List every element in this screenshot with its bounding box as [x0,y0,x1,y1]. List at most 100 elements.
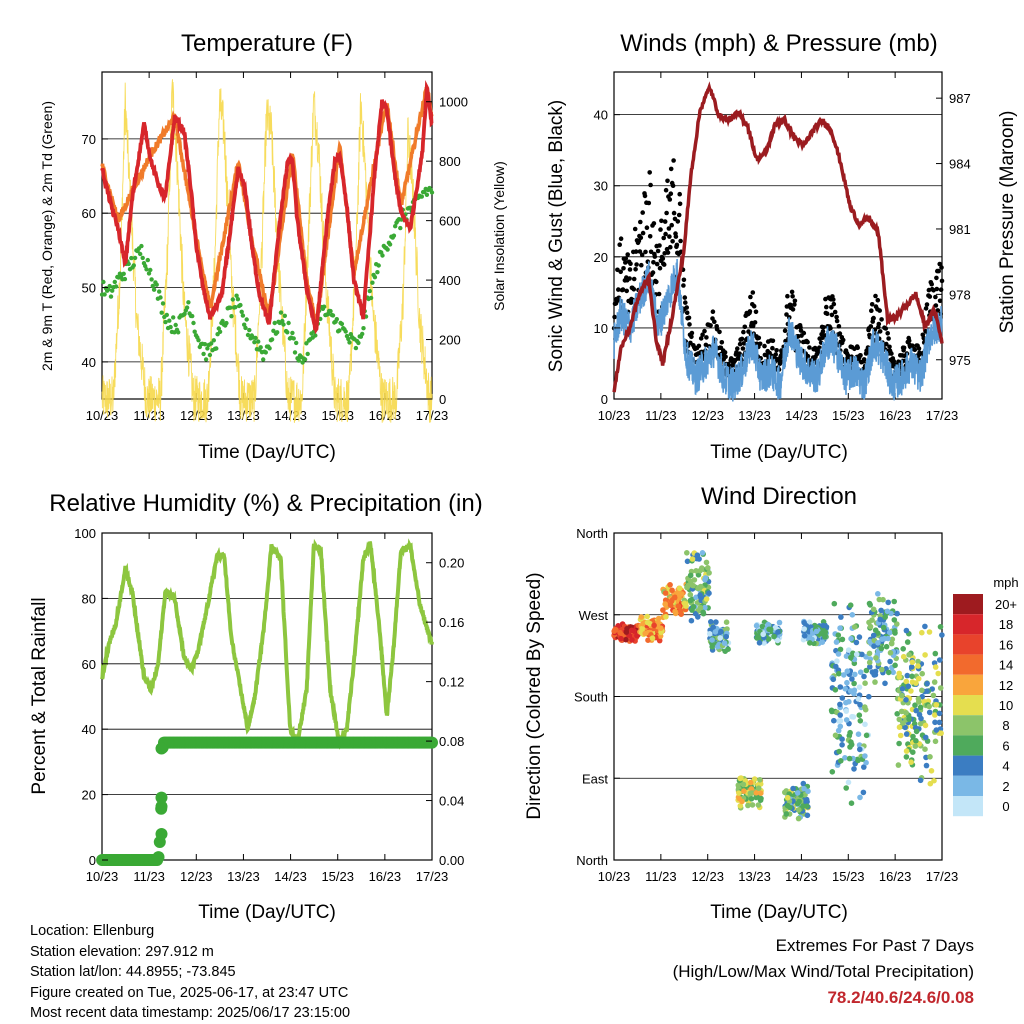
direction-point [862,706,869,713]
dewpoint-point [339,321,345,327]
gust-point [924,302,930,307]
direction-point [926,709,933,716]
gust-point [633,267,638,272]
gust-point [664,210,669,216]
direction-point [886,629,893,636]
gust-point [939,265,944,270]
direction-point [690,604,697,610]
direction-point [849,676,855,682]
direction-point [863,667,870,674]
dewpoint-point [184,305,190,310]
dewpoint-point [126,261,131,267]
gust-point [665,250,671,255]
direction-point [784,802,791,809]
dewpoint-point [234,293,239,298]
direction-point [913,680,919,686]
gust-point [617,242,622,247]
dewpoint-point [132,255,138,261]
dewpoint-point [252,340,257,345]
direction-point [736,790,742,796]
direction-point [935,670,941,677]
dewpoint-point [353,345,359,351]
gust-point [939,278,945,284]
rainfall-point [155,742,168,755]
direction-point [913,707,919,714]
direction-point [856,684,863,690]
direction-point [801,633,808,639]
winds-plot-area: 10/23 11/23 12/23 13/23 14/23 15/23 16/23 17/23… [594,71,971,423]
direction-point [919,687,925,694]
gust-point [623,260,628,265]
direction-point [667,602,674,608]
gust-point [639,252,645,258]
dewpoint-point [160,301,166,306]
station-info: Location: Ellenburg Station elevation: 2… [30,921,350,1024]
humidity-xtick-label: 12/23 [180,869,213,884]
gust-point [824,304,829,310]
direction-point [757,797,764,803]
direction-point [904,672,911,679]
direction-xtick-label: 15/23 [832,869,865,884]
direction-point [917,720,924,727]
rainfall-point [426,736,438,749]
direction-point [931,777,937,784]
dewpoint-point [196,338,201,343]
direction-point [832,732,839,739]
direction-point [801,785,807,792]
direction-xtick-label: 12/23 [691,869,724,884]
dewpoint-point [393,224,398,229]
temperature-ytick-right-label: 1000 [439,95,468,110]
direction-point [861,673,867,680]
gust-point [663,231,668,237]
humidity-ylabel-left: Percent & Total Rainfall [29,597,50,794]
direction-point [844,668,851,674]
direction-point [640,620,646,627]
gust-point [836,324,842,329]
direction-point [684,584,690,591]
gust-point [752,320,758,325]
dewpoint-point [296,358,301,363]
direction-point [753,790,760,796]
direction-point [754,635,760,641]
gust-point [871,315,876,321]
direction-point [705,565,711,571]
direction-point [706,631,713,637]
direction-point [689,556,696,562]
humidity-xtick-label: 17/23 [416,869,449,884]
dewpoint-point [113,284,119,289]
direction-point [879,636,885,642]
dewpoint-point [243,325,248,331]
direction-point [863,759,869,766]
dewpoint-point [131,263,136,268]
direction-point [612,627,618,633]
legend-title: mph [993,575,1018,590]
direction-point [939,632,945,638]
direction-point [857,718,864,724]
direction-point [932,719,938,726]
direction-point [853,639,860,646]
direction-point [843,708,850,714]
gust-point [700,332,705,338]
direction-point [926,703,932,710]
gust-point [722,350,728,355]
direction-point [857,794,863,801]
direction-point [908,688,914,694]
direction-point [765,621,771,628]
legend-label: 20+ [995,597,1017,612]
direction-point [712,629,719,635]
direction-point [916,699,922,705]
direction-point [927,754,933,760]
direction-point [848,800,855,806]
direction-point [757,777,763,783]
gust-point [858,353,863,358]
gust-point [655,248,661,254]
direction-point [806,619,813,625]
direction-point [932,738,939,745]
direction-point [910,733,916,740]
gust-point [901,345,907,351]
direction-point [888,640,895,647]
gust-point [631,287,637,292]
gust-point [876,321,882,327]
gust-point [792,302,797,307]
gust-point [627,276,632,281]
